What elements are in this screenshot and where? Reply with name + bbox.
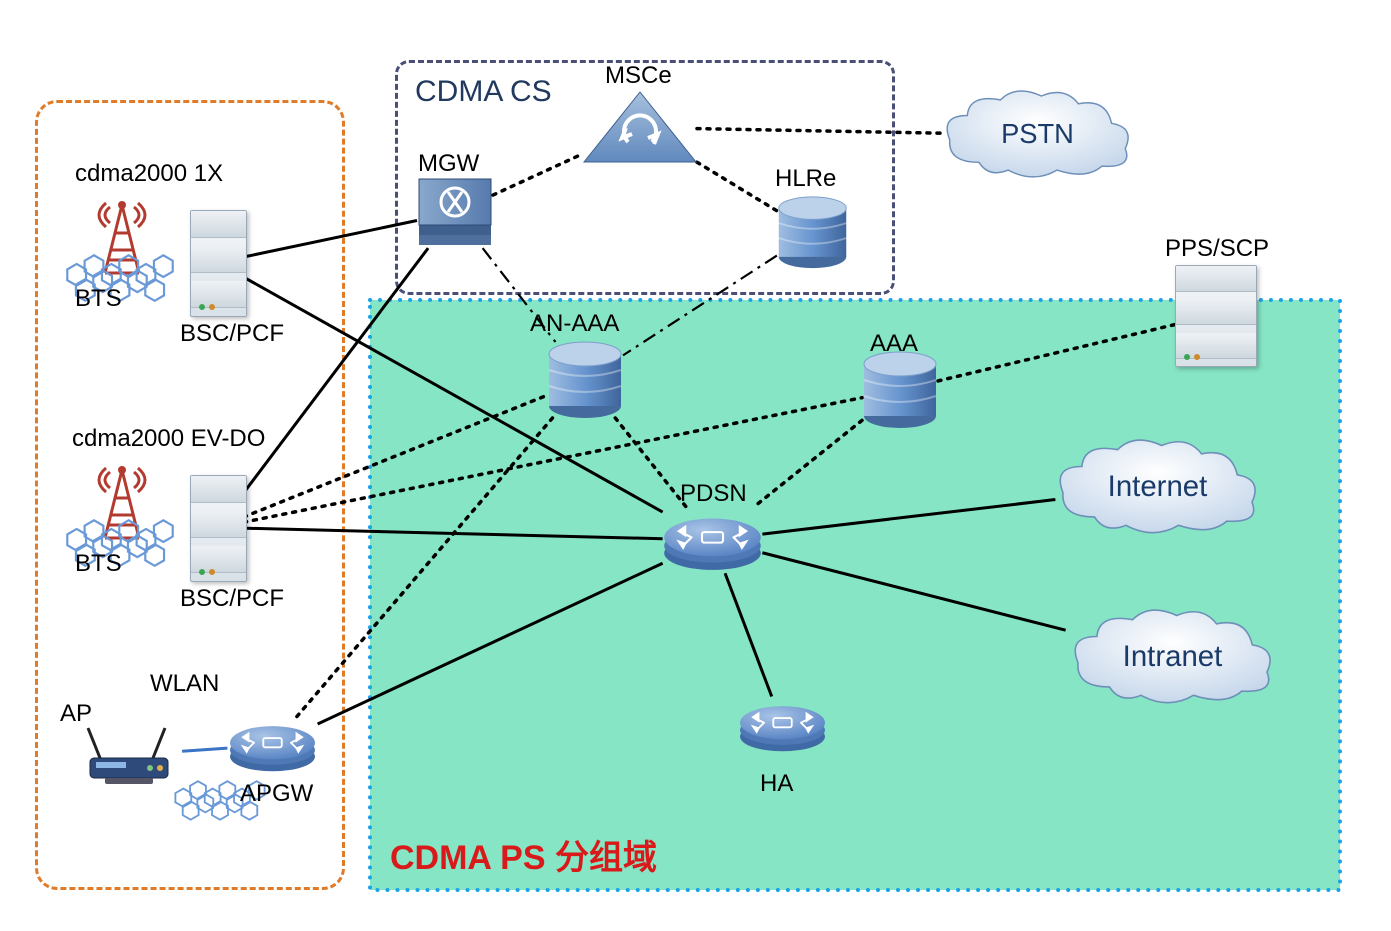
label-aaa: AAA bbox=[870, 330, 918, 358]
cloud-text: PSTN bbox=[1001, 118, 1074, 149]
label-apgw: APGW bbox=[240, 780, 313, 808]
node-aaa bbox=[860, 350, 940, 430]
label-msce: MSCe bbox=[605, 62, 672, 90]
label-cdma1x: cdma2000 1X bbox=[75, 160, 223, 188]
node-mgw bbox=[415, 175, 495, 250]
label-cdmaevdo: cdma2000 EV-DO bbox=[72, 425, 265, 453]
node-cloud_inet: Internet bbox=[1050, 435, 1265, 540]
node-bsc1 bbox=[190, 210, 245, 315]
label-mgw: MGW bbox=[418, 150, 479, 178]
label-pdsn: PDSN bbox=[680, 480, 747, 508]
ps-domain-box bbox=[370, 300, 1340, 890]
label-ppsscp: PPS/SCP bbox=[1165, 235, 1269, 263]
cloud-text: Internet bbox=[1108, 470, 1208, 503]
label-ha: HA bbox=[760, 770, 793, 798]
cs-title: CDMA CS bbox=[415, 75, 552, 109]
cloud-text: Intranet bbox=[1123, 640, 1223, 673]
node-ppsscp bbox=[1175, 265, 1255, 365]
label-hlre: HLRe bbox=[775, 165, 836, 193]
node-anaaa bbox=[545, 340, 625, 420]
node-bsc2 bbox=[190, 475, 245, 580]
node-pdsn bbox=[660, 505, 765, 575]
label-bts1: BTS bbox=[75, 285, 122, 313]
diagram-stage: CDMA CS CDMA PS 分组域 bbox=[0, 0, 1391, 931]
node-ha bbox=[735, 695, 830, 755]
label-bscpcf2: BSC/PCF bbox=[180, 585, 284, 613]
node-msce bbox=[580, 90, 700, 165]
label-anaaa: AN-AAA bbox=[530, 310, 619, 338]
label-wlan: WLAN bbox=[150, 670, 219, 698]
node-cloud_intra: Intranet bbox=[1060, 605, 1285, 710]
node-hlre bbox=[775, 195, 850, 270]
label-bscpcf1: BSC/PCF bbox=[180, 320, 284, 348]
label-bts2: BTS bbox=[75, 550, 122, 578]
label-ap: AP bbox=[60, 700, 92, 728]
node-cloud_pstn: PSTN bbox=[940, 85, 1135, 185]
node-apgw bbox=[225, 715, 320, 775]
ps-title: CDMA PS 分组域 bbox=[390, 830, 657, 879]
